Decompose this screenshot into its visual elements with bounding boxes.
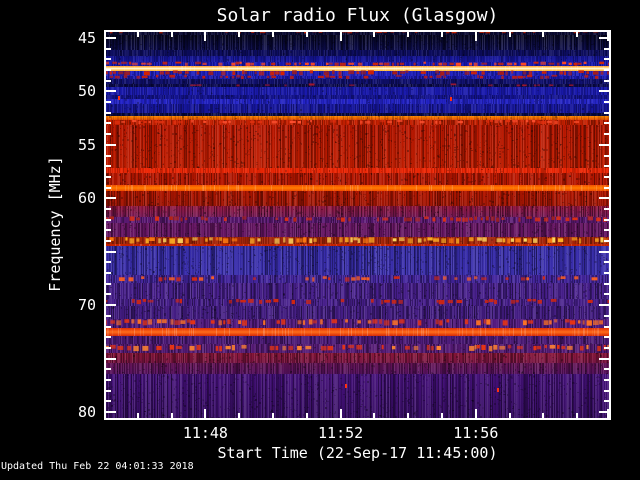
y-axis-title: Frequency [MHz] — [46, 156, 64, 292]
y-tick-label: 50 — [77, 82, 96, 101]
x-tick-label: 11:48 — [182, 424, 228, 442]
chart-title: Solar radio Flux (Glasgow) — [216, 5, 499, 26]
spectrogram-canvas — [104, 30, 611, 420]
x-tick-label: 11:56 — [453, 424, 499, 442]
x-axis-title: Start Time (22-Sep-17 11:45:00) — [217, 444, 498, 462]
y-tick-label: 70 — [77, 296, 96, 315]
y-tick-label: 55 — [77, 135, 96, 154]
y-tick-label: 45 — [77, 29, 96, 47]
y-tick-label: 80 — [77, 403, 96, 421]
x-tick-label: 11:52 — [318, 424, 364, 442]
y-tick-label: 60 — [77, 189, 96, 208]
updated-timestamp: Updated Thu Feb 22 04:01:33 2018 — [1, 461, 194, 472]
